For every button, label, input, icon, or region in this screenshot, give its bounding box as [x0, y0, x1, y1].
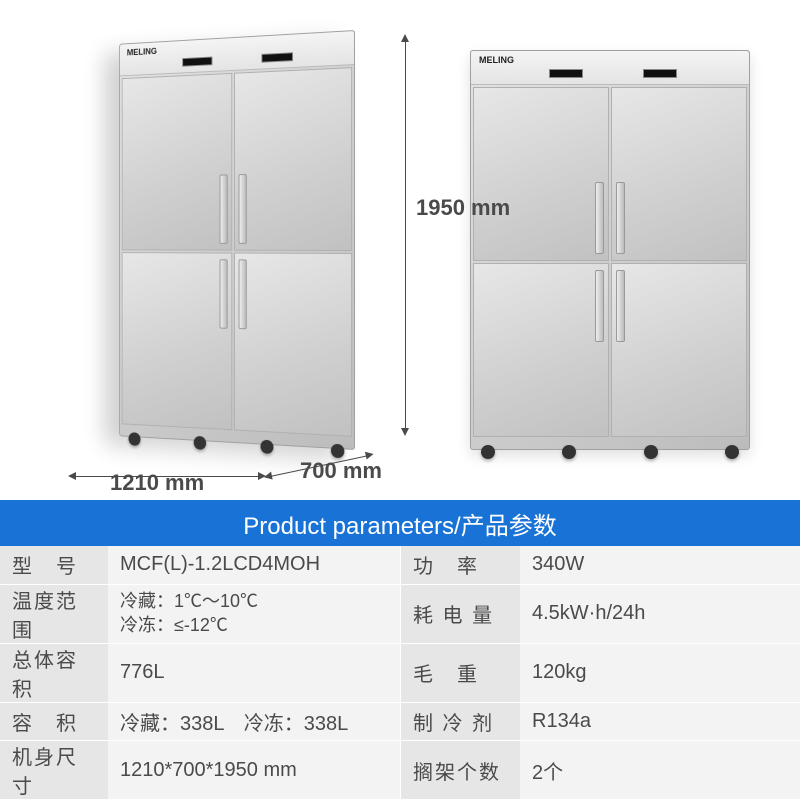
section-title-text: Product parameters/产品参数	[243, 506, 556, 541]
value-weight: 120kg	[520, 644, 800, 703]
brand-label: MELING	[127, 46, 157, 57]
value-shelves: 2个	[520, 741, 800, 800]
dim-line-height	[405, 40, 406, 430]
dim-width: 1210 mm	[110, 470, 204, 496]
label-shelves: 搁架个数	[400, 741, 520, 800]
fridge-front: MELING	[470, 50, 750, 450]
fridge-perspective: MELING	[119, 30, 355, 450]
label-refrigerant: 制 冷 剂	[400, 703, 520, 742]
section-title: Product parameters/产品参数	[0, 500, 800, 546]
value-power: 340W	[520, 546, 800, 585]
value-size: 1210*700*1950 mm	[108, 741, 400, 800]
label-size: 机身尺寸	[0, 741, 108, 800]
product-imagery: MELING MELING	[0, 0, 800, 500]
label-energy: 耗 电 量	[400, 585, 520, 644]
dim-depth: 700 mm	[300, 458, 382, 484]
dim-height: 1950 mm	[416, 195, 510, 221]
label-temp: 温度范围	[0, 585, 108, 644]
value-volume: 冷藏：338L 冷冻：338L	[108, 703, 400, 742]
label-weight: 毛 重	[400, 644, 520, 703]
value-energy: 4.5kW·h/24h	[520, 585, 800, 644]
value-totalvol: 776L	[108, 644, 400, 703]
brand-label: MELING	[479, 55, 514, 65]
label-power: 功 率	[400, 546, 520, 585]
value-model: MCF(L)-1.2LCD4MOH	[108, 546, 400, 585]
spec-table: 型 号 MCF(L)-1.2LCD4MOH 功 率 340W 温度范围 冷藏：1…	[0, 546, 800, 800]
label-model: 型 号	[0, 546, 108, 585]
label-volume: 容 积	[0, 703, 108, 742]
value-refrigerant: R134a	[520, 703, 800, 742]
value-temp: 冷藏：1℃～10℃ 冷冻：≤-12℃	[108, 585, 400, 644]
label-totalvol: 总体容积	[0, 644, 108, 703]
